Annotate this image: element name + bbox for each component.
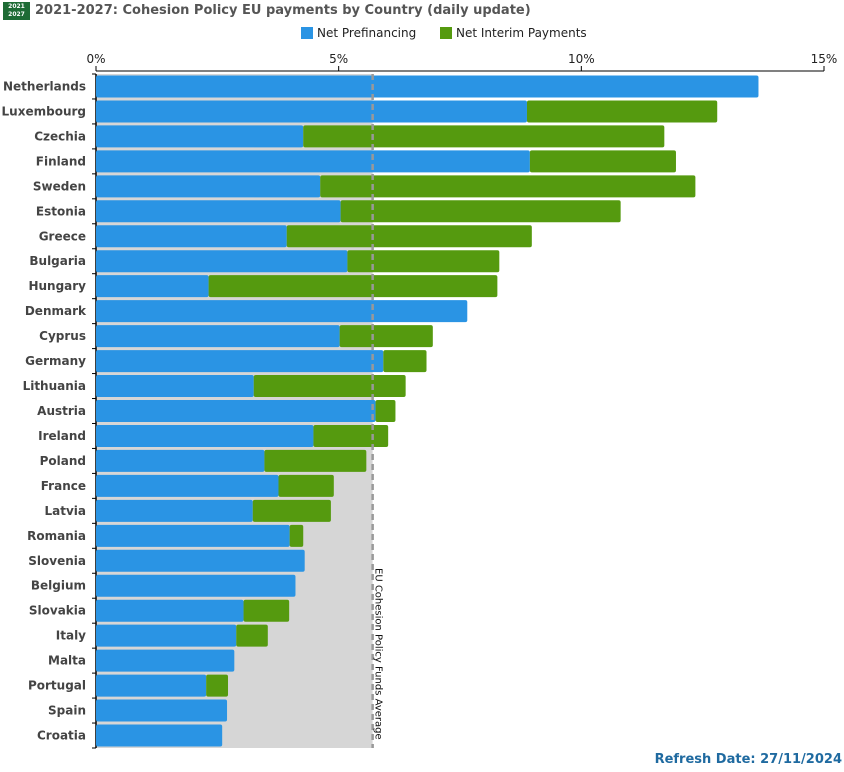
category-label-malta: Malta: [48, 654, 86, 668]
average-label: EU Cohesion Policy Funds Average: [373, 568, 384, 740]
x-tick-label-2: 10%: [568, 52, 595, 66]
legend-item-interim[interactable]: Net Interim Payments: [440, 26, 587, 40]
category-label-cyprus: Cyprus: [39, 329, 86, 343]
bar-interim-cyprus: [339, 325, 433, 348]
category-label-italy: Italy: [56, 629, 86, 643]
bar-prefinancing-malta: [96, 649, 235, 672]
bar-prefinancing-austria: [96, 400, 376, 422]
chart-header: 2021 2027 2021-2027: Cohesion Policy EU …: [0, 0, 844, 22]
bar-interim-poland: [264, 449, 367, 472]
bar-prefinancing-slovakia: [96, 599, 244, 622]
bar-prefinancing-romania: [96, 524, 290, 547]
legend-swatch-prefinancing: [301, 27, 313, 39]
legend-item-prefinancing[interactable]: Net Prefinancing: [301, 26, 416, 40]
bar-prefinancing-sweden: [96, 175, 321, 198]
category-label-denmark: Denmark: [25, 304, 87, 318]
bar-prefinancing-hungary: [96, 275, 209, 298]
bar-interim-luxembourg: [526, 100, 718, 123]
bar-interim-czechia: [303, 125, 665, 148]
bar-prefinancing-czechia: [96, 125, 304, 148]
bar-prefinancing-denmark: [96, 300, 468, 323]
category-label-austria: Austria: [37, 404, 86, 418]
x-tick-label-1: 5%: [329, 52, 348, 66]
bar-prefinancing-belgium: [96, 574, 296, 597]
period-badge: 2021 2027: [3, 2, 30, 20]
bar-prefinancing-netherlands: [96, 75, 759, 98]
chart-title: 2021-2027: Cohesion Policy EU payments b…: [35, 3, 531, 18]
x-tick-label-0: 0%: [86, 52, 105, 66]
bar-interim-portugal: [206, 674, 229, 697]
bar-interim-lithuania: [253, 375, 406, 398]
x-tick-label-3: 15%: [811, 52, 838, 66]
bar-interim-finland: [529, 150, 676, 173]
category-label-romania: Romania: [27, 529, 86, 543]
badge-line2: 2027: [8, 11, 25, 18]
category-label-slovakia: Slovakia: [29, 604, 86, 618]
bar-interim-ireland: [313, 424, 389, 447]
category-label-hungary: Hungary: [28, 279, 86, 293]
category-label-lithuania: Lithuania: [23, 379, 86, 393]
legend-label-prefinancing: Net Prefinancing: [317, 26, 417, 40]
bar-interim-bulgaria: [347, 250, 500, 273]
legend-swatch-interim: [440, 27, 452, 39]
bar-interim-austria: [375, 400, 396, 422]
bar-interim-romania: [289, 524, 304, 547]
bar-prefinancing-spain: [96, 699, 228, 722]
bar-prefinancing-bulgaria: [96, 250, 348, 273]
legend: Net Prefinancing Net Interim Payments: [0, 25, 844, 43]
bar-prefinancing-estonia: [96, 200, 341, 223]
category-label-sweden: Sweden: [33, 179, 86, 193]
legend-label-interim: Net Interim Payments: [456, 26, 587, 40]
category-label-greece: Greece: [39, 229, 86, 243]
category-label-netherlands: Netherlands: [3, 79, 86, 93]
bar-prefinancing-latvia: [96, 499, 253, 522]
category-label-finland: Finland: [36, 154, 86, 168]
bar-prefinancing-germany: [96, 350, 384, 373]
bar-interim-greece: [286, 225, 532, 248]
bar-prefinancing-italy: [96, 624, 237, 647]
bar-interim-latvia: [252, 499, 331, 522]
bar-prefinancing-finland: [96, 150, 530, 173]
category-label-latvia: Latvia: [44, 504, 86, 518]
category-label-belgium: Belgium: [31, 579, 86, 593]
category-label-czechia: Czechia: [34, 129, 86, 143]
category-label-bulgaria: Bulgaria: [29, 254, 86, 268]
bar-prefinancing-cyprus: [96, 325, 340, 348]
bar-interim-france: [278, 474, 334, 497]
bar-interim-sweden: [320, 175, 696, 198]
bar-prefinancing-slovenia: [96, 549, 305, 572]
category-label-slovenia: Slovenia: [28, 554, 86, 568]
bar-interim-italy: [236, 624, 268, 647]
bar-prefinancing-greece: [96, 225, 287, 248]
bar-prefinancing-portugal: [96, 674, 207, 697]
category-label-luxembourg: Luxembourg: [2, 104, 86, 118]
bar-prefinancing-france: [96, 474, 279, 497]
category-label-croatia: Croatia: [37, 729, 86, 743]
badge-line1: 2021: [8, 3, 25, 10]
category-label-poland: Poland: [40, 454, 86, 468]
refresh-date: Refresh Date: 27/11/2024: [654, 752, 842, 767]
bar-interim-germany: [383, 350, 427, 373]
category-label-estonia: Estonia: [36, 204, 86, 218]
category-label-ireland: Ireland: [38, 429, 86, 443]
bar-prefinancing-poland: [96, 449, 265, 472]
category-label-germany: Germany: [25, 354, 86, 368]
bar-interim-slovakia: [243, 599, 290, 622]
bar-interim-hungary: [208, 275, 498, 298]
bar-prefinancing-lithuania: [96, 375, 254, 398]
bar-interim-estonia: [340, 200, 621, 223]
bar-prefinancing-luxembourg: [96, 100, 527, 123]
category-label-france: France: [41, 479, 86, 493]
bar-prefinancing-ireland: [96, 424, 314, 447]
category-label-spain: Spain: [48, 704, 86, 718]
bar-prefinancing-croatia: [96, 724, 223, 747]
category-label-portugal: Portugal: [28, 679, 86, 693]
